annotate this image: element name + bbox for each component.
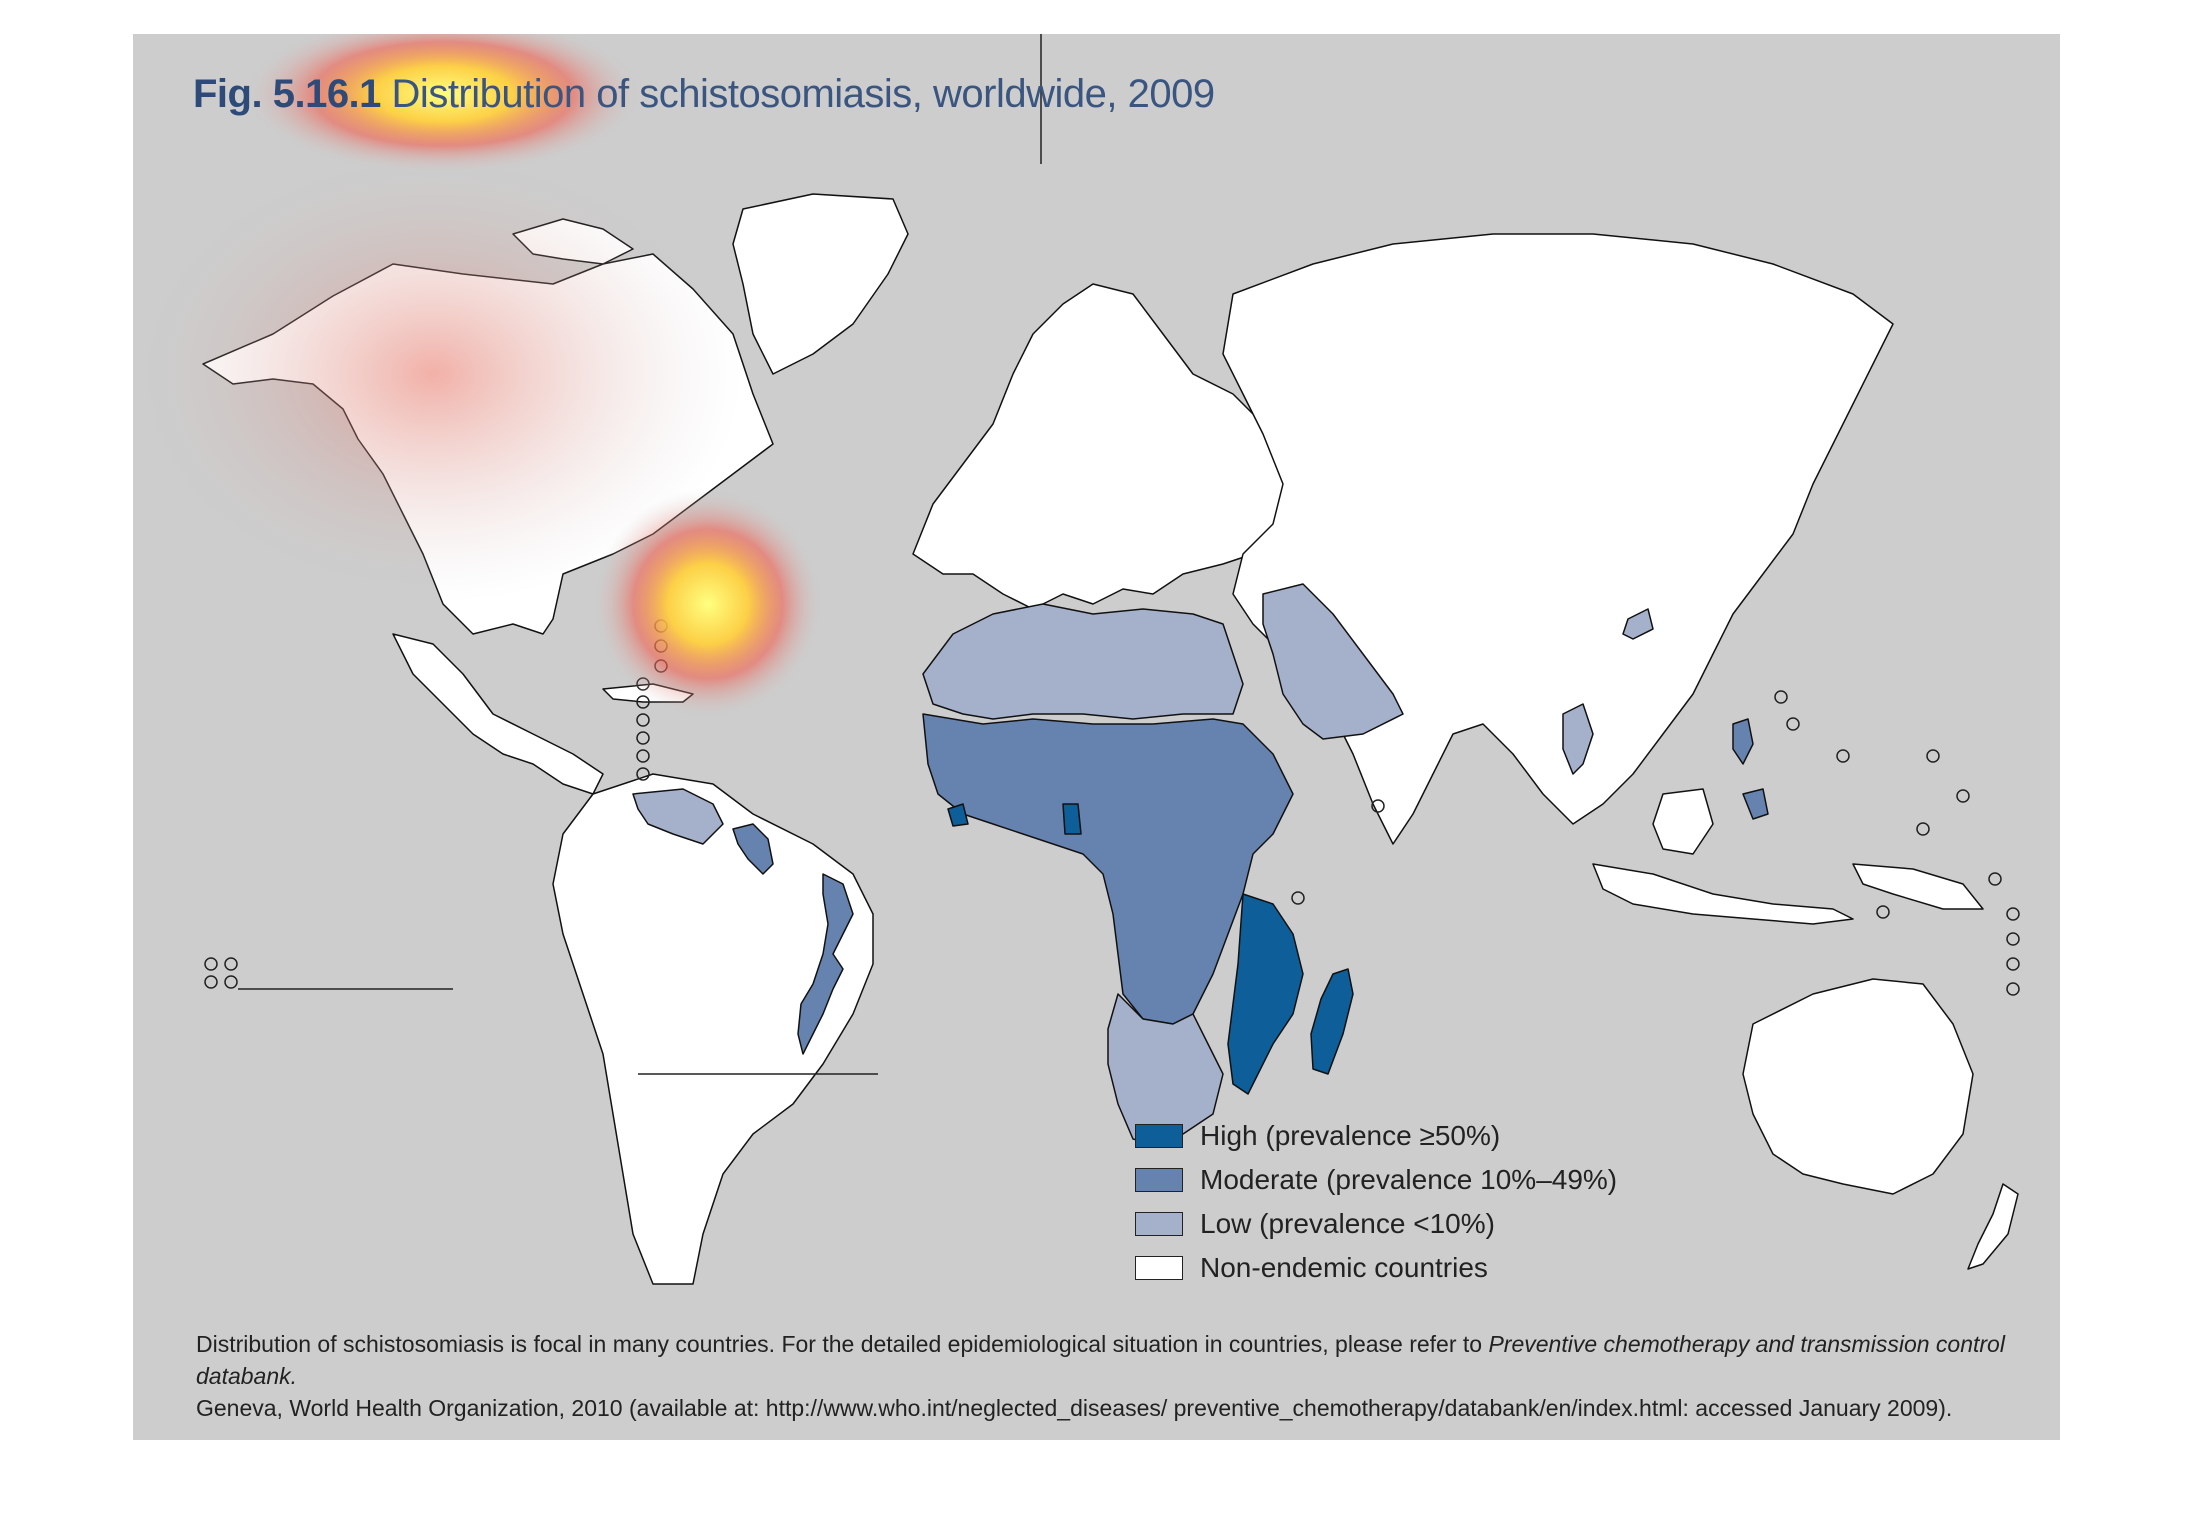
legend-item-low: Low (prevalence <10%) bbox=[1135, 1202, 1617, 1246]
legend: High (prevalence ≥50%) Moderate (prevale… bbox=[1135, 1114, 1617, 1290]
region-suriname bbox=[732, 823, 774, 875]
figure-panel: Fig. 5.16.1 Distribution of schistosomia… bbox=[133, 34, 2060, 1440]
world-map bbox=[133, 34, 2020, 1285]
legend-label: Low (prevalence <10%) bbox=[1200, 1208, 1495, 1239]
region-north-africa bbox=[922, 603, 1244, 720]
legend-swatch-moderate bbox=[1135, 1168, 1183, 1192]
region-indonesia bbox=[1592, 863, 1854, 925]
legend-item-high: High (prevalence ≥50%) bbox=[1135, 1114, 1617, 1158]
legend-label: Non-endemic countries bbox=[1200, 1252, 1488, 1283]
region-arabia bbox=[1262, 583, 1404, 740]
region-china-focus bbox=[1622, 608, 1654, 640]
footnote-text-2: Geneva, World Health Organization, 2010 … bbox=[196, 1395, 1953, 1421]
legend-swatch-high bbox=[1135, 1124, 1183, 1148]
region-new-zealand bbox=[1967, 1183, 2019, 1270]
footnote: Distribution of schistosomiasis is focal… bbox=[196, 1328, 2046, 1424]
region-australia bbox=[1742, 978, 1974, 1195]
footnote-italic: Preventive chemotherapy and transmission… bbox=[196, 1331, 2005, 1389]
legend-item-non-endemic: Non-endemic countries bbox=[1135, 1246, 1617, 1290]
region-madagascar bbox=[1310, 968, 1354, 1075]
region-brazil-east bbox=[797, 873, 854, 1055]
figure-title: Fig. 5.16.1 Distribution of schistosomia… bbox=[193, 72, 1215, 117]
heatmap-overlay bbox=[133, 34, 823, 719]
region-philippines bbox=[1732, 718, 1769, 820]
figure-title-text: Distribution of schistosomiasis, worldwi… bbox=[391, 72, 1216, 116]
region-central-america bbox=[392, 633, 604, 795]
figure-number: Fig. 5.16.1 bbox=[193, 72, 381, 116]
region-venezuela bbox=[632, 788, 724, 845]
legend-label: Moderate (prevalence 10%–49%) bbox=[1200, 1164, 1618, 1195]
region-southern-africa bbox=[1107, 993, 1224, 1145]
legend-swatch-non-endemic bbox=[1135, 1256, 1183, 1280]
region-southeast-asia-focus bbox=[1562, 703, 1594, 775]
region-borneo bbox=[1652, 788, 1714, 855]
region-russia-asia bbox=[1222, 233, 1894, 845]
legend-label: High (prevalence ≥50%) bbox=[1200, 1120, 1501, 1151]
region-mozambique-tanzania bbox=[1227, 893, 1304, 1095]
region-new-guinea bbox=[1852, 863, 1984, 910]
legend-swatch-low bbox=[1135, 1212, 1183, 1236]
region-south-america bbox=[552, 773, 874, 1285]
region-west-africa-high bbox=[947, 803, 1082, 835]
legend-item-moderate: Moderate (prevalence 10%–49%) bbox=[1135, 1158, 1617, 1202]
region-greenland bbox=[732, 193, 909, 375]
footnote-text: Distribution of schistosomiasis is focal… bbox=[196, 1331, 1489, 1357]
